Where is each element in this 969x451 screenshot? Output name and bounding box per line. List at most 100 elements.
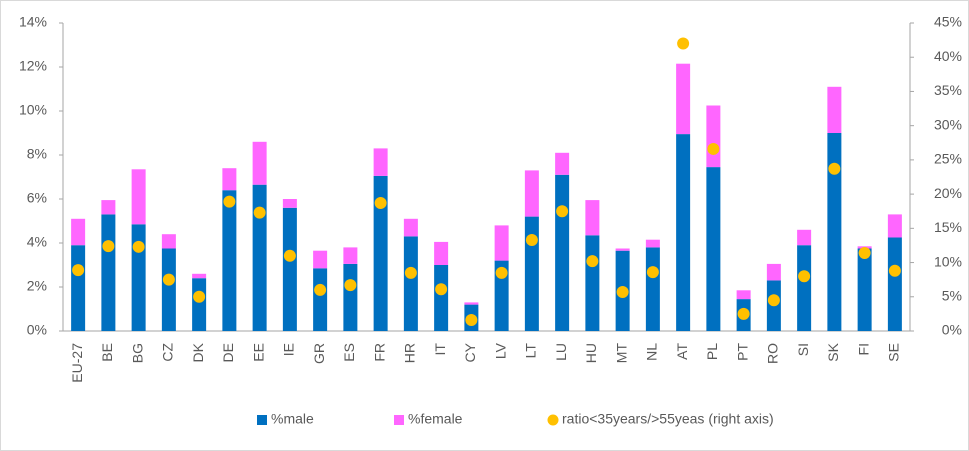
bar-segment bbox=[71, 245, 86, 331]
y-tick-label: 8% bbox=[27, 146, 47, 162]
bar-segment bbox=[615, 248, 630, 251]
bar-segment bbox=[282, 207, 297, 331]
ratio-dot bbox=[193, 290, 206, 303]
ratio-dot bbox=[374, 197, 387, 210]
y2-tick-label: 30% bbox=[934, 116, 962, 132]
bar-segment bbox=[676, 63, 691, 135]
y-tick-label: 14% bbox=[19, 14, 47, 30]
ratio-dot bbox=[404, 266, 417, 279]
legend-label: %male bbox=[271, 411, 314, 427]
x-tick-label: HU bbox=[583, 343, 599, 363]
bar-segment bbox=[585, 235, 600, 331]
x-tick-label: SI bbox=[795, 343, 811, 356]
bar-segment bbox=[645, 239, 660, 248]
y2-tick-label: 0% bbox=[942, 322, 962, 338]
bar-segment bbox=[827, 86, 842, 133]
x-tick-label: ES bbox=[341, 343, 357, 362]
ratio-dot bbox=[223, 195, 236, 208]
ratio-dot bbox=[616, 285, 629, 298]
x-tick-label: NL bbox=[644, 343, 660, 361]
bar-segment bbox=[313, 250, 328, 269]
bar-segment bbox=[222, 168, 237, 191]
bar-segment bbox=[494, 225, 509, 261]
bar-segment bbox=[192, 278, 207, 331]
ratio-dot bbox=[586, 255, 599, 268]
bar-segment bbox=[706, 105, 721, 168]
bar-segment bbox=[645, 247, 660, 331]
ratio-dot bbox=[707, 142, 720, 155]
y-tick-label: 12% bbox=[19, 58, 47, 74]
bar-segment bbox=[403, 218, 418, 237]
y-tick-label: 6% bbox=[27, 190, 47, 206]
bar-segment bbox=[101, 214, 116, 331]
x-tick-label: HR bbox=[402, 343, 418, 363]
bar-segment bbox=[161, 234, 176, 249]
ratio-dot bbox=[646, 266, 659, 279]
legend-label: %female bbox=[408, 411, 463, 427]
bar-segment bbox=[736, 290, 751, 300]
x-tick-label: EE bbox=[250, 343, 266, 362]
ratio-dot bbox=[465, 314, 478, 327]
y2-tick-label: 45% bbox=[934, 14, 962, 30]
x-tick-label: FR bbox=[371, 343, 387, 362]
bar-segment bbox=[797, 229, 812, 246]
y2-tick-label: 25% bbox=[934, 151, 962, 167]
legend-marker bbox=[394, 415, 404, 425]
ratio-dot bbox=[132, 240, 145, 253]
y-tick-label: 10% bbox=[19, 102, 47, 118]
bar-segment bbox=[192, 273, 207, 279]
x-tick-label: IE bbox=[281, 343, 297, 356]
x-tick-label: PT bbox=[734, 343, 750, 361]
x-tick-label: CZ bbox=[160, 343, 176, 362]
bar-segment bbox=[343, 247, 358, 264]
x-tick-label: GR bbox=[311, 343, 327, 364]
x-tick-label: BG bbox=[129, 343, 145, 363]
bar-segment bbox=[555, 174, 570, 331]
ratio-dot bbox=[677, 37, 690, 50]
bar-segment bbox=[524, 170, 539, 217]
bar-segment bbox=[403, 236, 418, 331]
ratio-dot bbox=[102, 240, 115, 253]
x-tick-label: AT bbox=[674, 343, 690, 360]
bar-segment bbox=[555, 152, 570, 175]
bar-segment bbox=[827, 133, 842, 331]
bar-segment bbox=[131, 224, 146, 331]
ratio-dot bbox=[162, 273, 175, 286]
bar-segment bbox=[222, 190, 237, 331]
bar-segment bbox=[434, 241, 449, 265]
bar-segment bbox=[71, 218, 86, 246]
x-tick-label: PL bbox=[704, 343, 720, 360]
y-tick-label: 2% bbox=[27, 278, 47, 294]
y-tick-label: 4% bbox=[27, 234, 47, 250]
x-tick-label: MT bbox=[613, 343, 629, 364]
ratio-dot bbox=[737, 307, 750, 320]
legend-marker bbox=[547, 414, 559, 426]
bar-segment bbox=[373, 175, 388, 331]
ratio-dot bbox=[72, 264, 85, 277]
bar-segment bbox=[373, 148, 388, 176]
x-tick-label: LU bbox=[553, 343, 569, 361]
ratio-dot bbox=[283, 249, 296, 262]
ratio-dot bbox=[798, 270, 811, 283]
x-tick-label: LT bbox=[523, 343, 539, 359]
y2-tick-label: 10% bbox=[934, 253, 962, 269]
x-tick-label: DE bbox=[220, 343, 236, 362]
bar-segment bbox=[524, 216, 539, 331]
legend-marker bbox=[257, 415, 267, 425]
bar-segment bbox=[706, 167, 721, 331]
ratio-dot bbox=[253, 206, 266, 219]
bar-segment bbox=[585, 200, 600, 236]
ratio-dot bbox=[314, 283, 327, 296]
ratio-dot bbox=[435, 283, 448, 296]
bar-segment bbox=[282, 199, 297, 208]
y2-tick-label: 5% bbox=[942, 287, 962, 303]
bar-segment bbox=[494, 260, 509, 331]
bar-segment bbox=[313, 268, 328, 331]
ratio-dot bbox=[767, 294, 780, 307]
y2-tick-label: 40% bbox=[934, 48, 962, 64]
y-tick-label: 0% bbox=[27, 322, 47, 338]
y2-tick-label: 20% bbox=[934, 185, 962, 201]
bar-segment bbox=[464, 302, 479, 305]
